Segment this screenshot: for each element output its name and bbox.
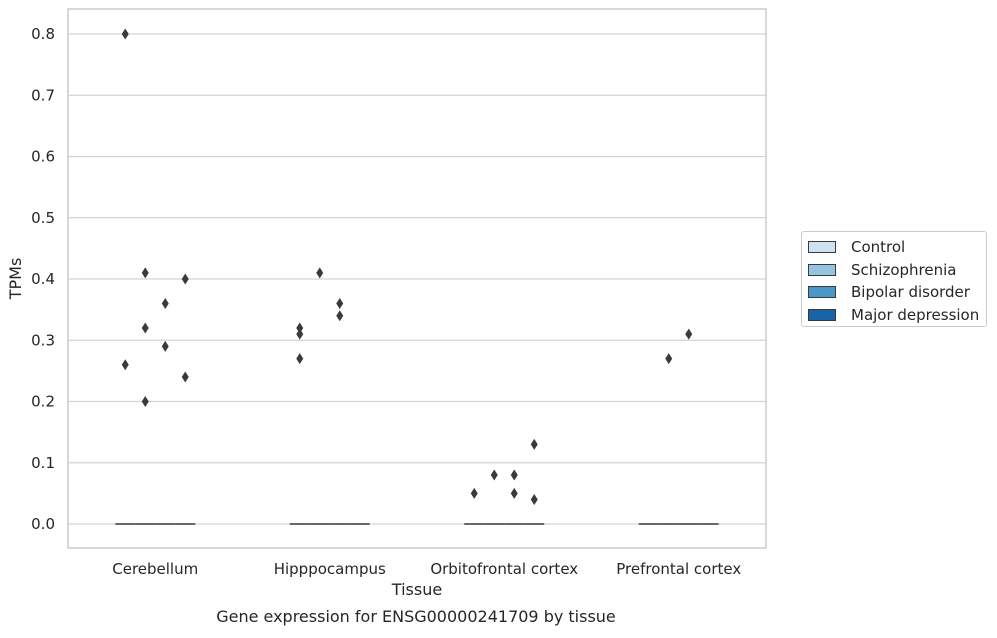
legend-item: Bipolar disorder bbox=[808, 281, 986, 304]
legend-item: Control bbox=[808, 236, 986, 259]
y-tick-label: 0.8 bbox=[31, 25, 55, 43]
y-tick-label: 0.6 bbox=[31, 148, 55, 166]
outlier-point bbox=[530, 438, 538, 450]
y-tick-label: 0.5 bbox=[31, 209, 55, 227]
plot-frame bbox=[67, 8, 767, 549]
legend-item: Schizophrenia bbox=[808, 259, 986, 282]
outlier-point bbox=[316, 267, 324, 279]
outlier-point bbox=[181, 273, 189, 285]
outlier-point bbox=[336, 310, 344, 322]
outlier-point bbox=[336, 298, 344, 309]
legend-label: Control bbox=[851, 238, 906, 257]
x-tick-label: Orbitofrontal cortex bbox=[430, 560, 578, 578]
legend-swatch bbox=[808, 241, 836, 254]
outlier-point bbox=[470, 487, 478, 499]
y-tick-label: 0.0 bbox=[31, 515, 55, 533]
outlier-point bbox=[665, 353, 673, 365]
outlier-point bbox=[685, 328, 693, 340]
outlier-point bbox=[121, 28, 129, 40]
x-axis-label: Tissue bbox=[391, 580, 442, 599]
chart-caption: Gene expression for ENSG00000241709 by t… bbox=[216, 607, 616, 626]
outlier-point bbox=[161, 340, 169, 352]
outlier-point bbox=[530, 494, 538, 505]
y-tick-label: 0.7 bbox=[31, 86, 55, 104]
outlier-point bbox=[296, 328, 304, 340]
outlier-point bbox=[161, 298, 169, 309]
legend-label: Major depression bbox=[851, 305, 980, 324]
legend-swatch bbox=[808, 286, 836, 299]
outlier-point bbox=[181, 371, 189, 383]
outlier-point bbox=[141, 396, 149, 407]
x-tick-label: Prefrontal cortex bbox=[616, 560, 741, 578]
legend-label: Bipolar disorder bbox=[851, 283, 970, 302]
outlier-point bbox=[296, 322, 304, 334]
x-tick-label: Cerebellum bbox=[112, 560, 198, 578]
outlier-point bbox=[121, 359, 129, 371]
legend-swatch bbox=[808, 308, 836, 321]
x-tick-label: Hipppocampus bbox=[274, 560, 386, 578]
y-tick-label: 0.4 bbox=[31, 270, 55, 288]
y-tick-label: 0.2 bbox=[31, 393, 55, 411]
outlier-point bbox=[510, 487, 518, 499]
y-tick-label: 0.3 bbox=[31, 331, 55, 349]
legend-swatch bbox=[808, 263, 836, 276]
outlier-point bbox=[510, 469, 518, 481]
legend: Control Schizophrenia Bipolar disorder Majo… bbox=[801, 231, 987, 327]
outlier-point bbox=[141, 267, 149, 279]
outlier-point bbox=[490, 469, 498, 481]
y-axis-label: TPMs bbox=[6, 258, 25, 301]
legend-label: Schizophrenia bbox=[851, 260, 957, 279]
y-tick-label: 0.1 bbox=[31, 454, 55, 472]
outlier-point bbox=[296, 353, 304, 365]
legend-item: Major depression bbox=[808, 304, 986, 327]
outlier-point bbox=[141, 322, 149, 334]
